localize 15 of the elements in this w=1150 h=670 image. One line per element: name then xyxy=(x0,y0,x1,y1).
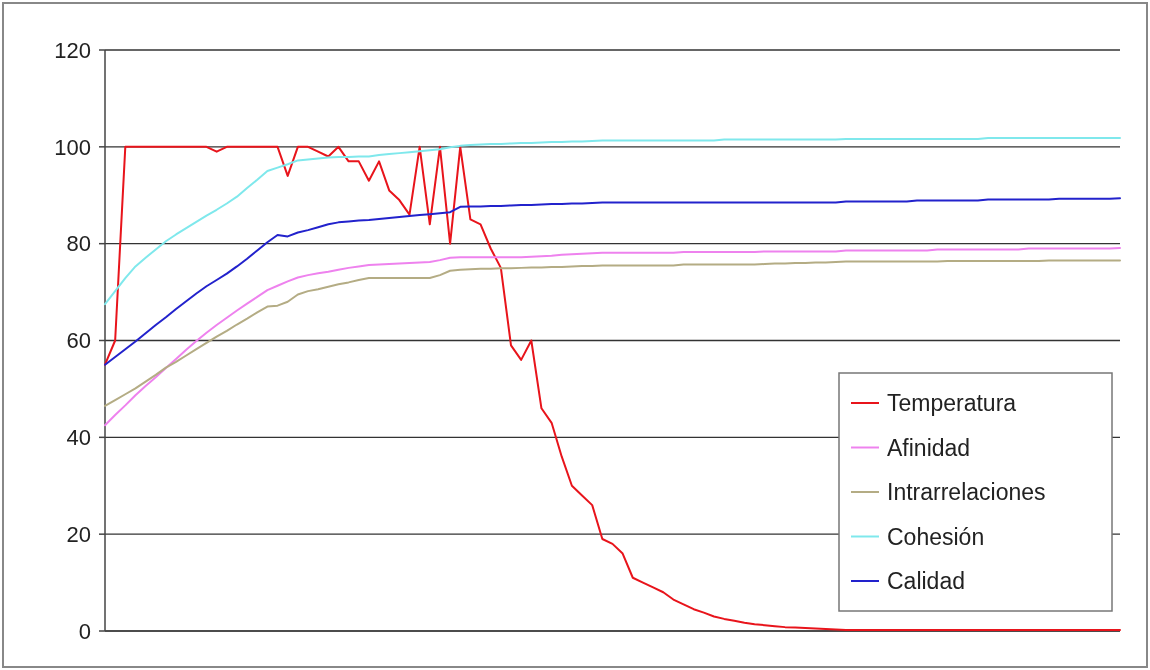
y-tick-label: 40 xyxy=(66,425,91,451)
legend-label: Cohesión xyxy=(887,523,985,550)
legend-label: Afinidad xyxy=(887,434,971,461)
line-series xyxy=(104,197,1121,366)
y-tick-label: 100 xyxy=(54,134,91,160)
legend-label: Calidad xyxy=(887,568,965,595)
y-tick-label: 0 xyxy=(78,618,91,644)
y-tick-label: 20 xyxy=(66,521,91,547)
legend-label: Intrarrelaciones xyxy=(887,479,1046,506)
y-tick-label: 80 xyxy=(66,231,91,257)
line-series xyxy=(104,247,1121,427)
legend-label: Temperatura xyxy=(887,390,1017,417)
line-series xyxy=(104,137,1121,306)
y-tick-label: 120 xyxy=(54,37,91,63)
y-tick-label: 60 xyxy=(66,328,91,354)
